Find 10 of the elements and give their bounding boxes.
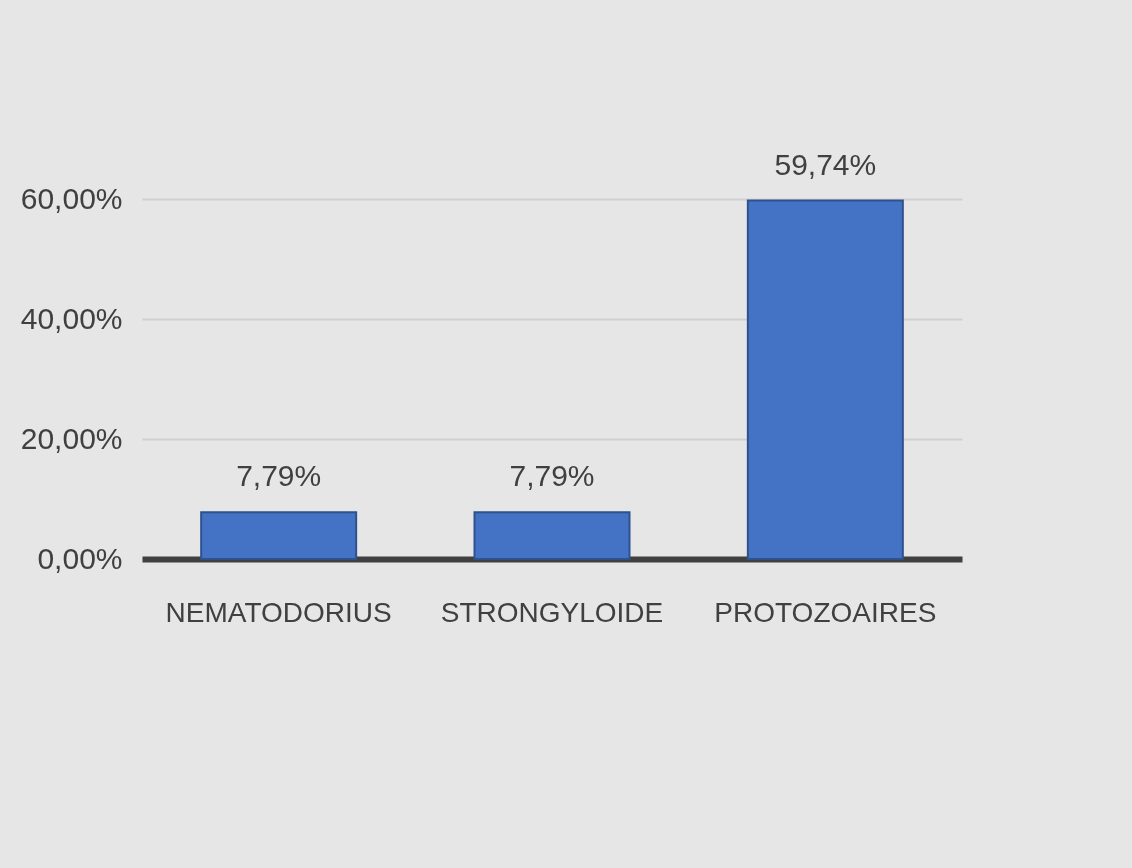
y-tick-label: 40,00% <box>20 301 123 335</box>
x-tick-label: PROTOZOAIRES <box>714 596 937 628</box>
data-label: 59,74% <box>774 147 877 181</box>
x-tick-label: STRONGYLOIDE <box>440 596 664 628</box>
y-tick-label: 0,00% <box>37 541 123 575</box>
y-tick-label: 20,00% <box>20 421 123 455</box>
x-tick-label: NEMATODORIUS <box>165 596 392 628</box>
data-label: 7,79% <box>236 459 322 493</box>
data-label: 7,79% <box>509 459 595 493</box>
y-tick-label: 60,00% <box>20 181 123 215</box>
